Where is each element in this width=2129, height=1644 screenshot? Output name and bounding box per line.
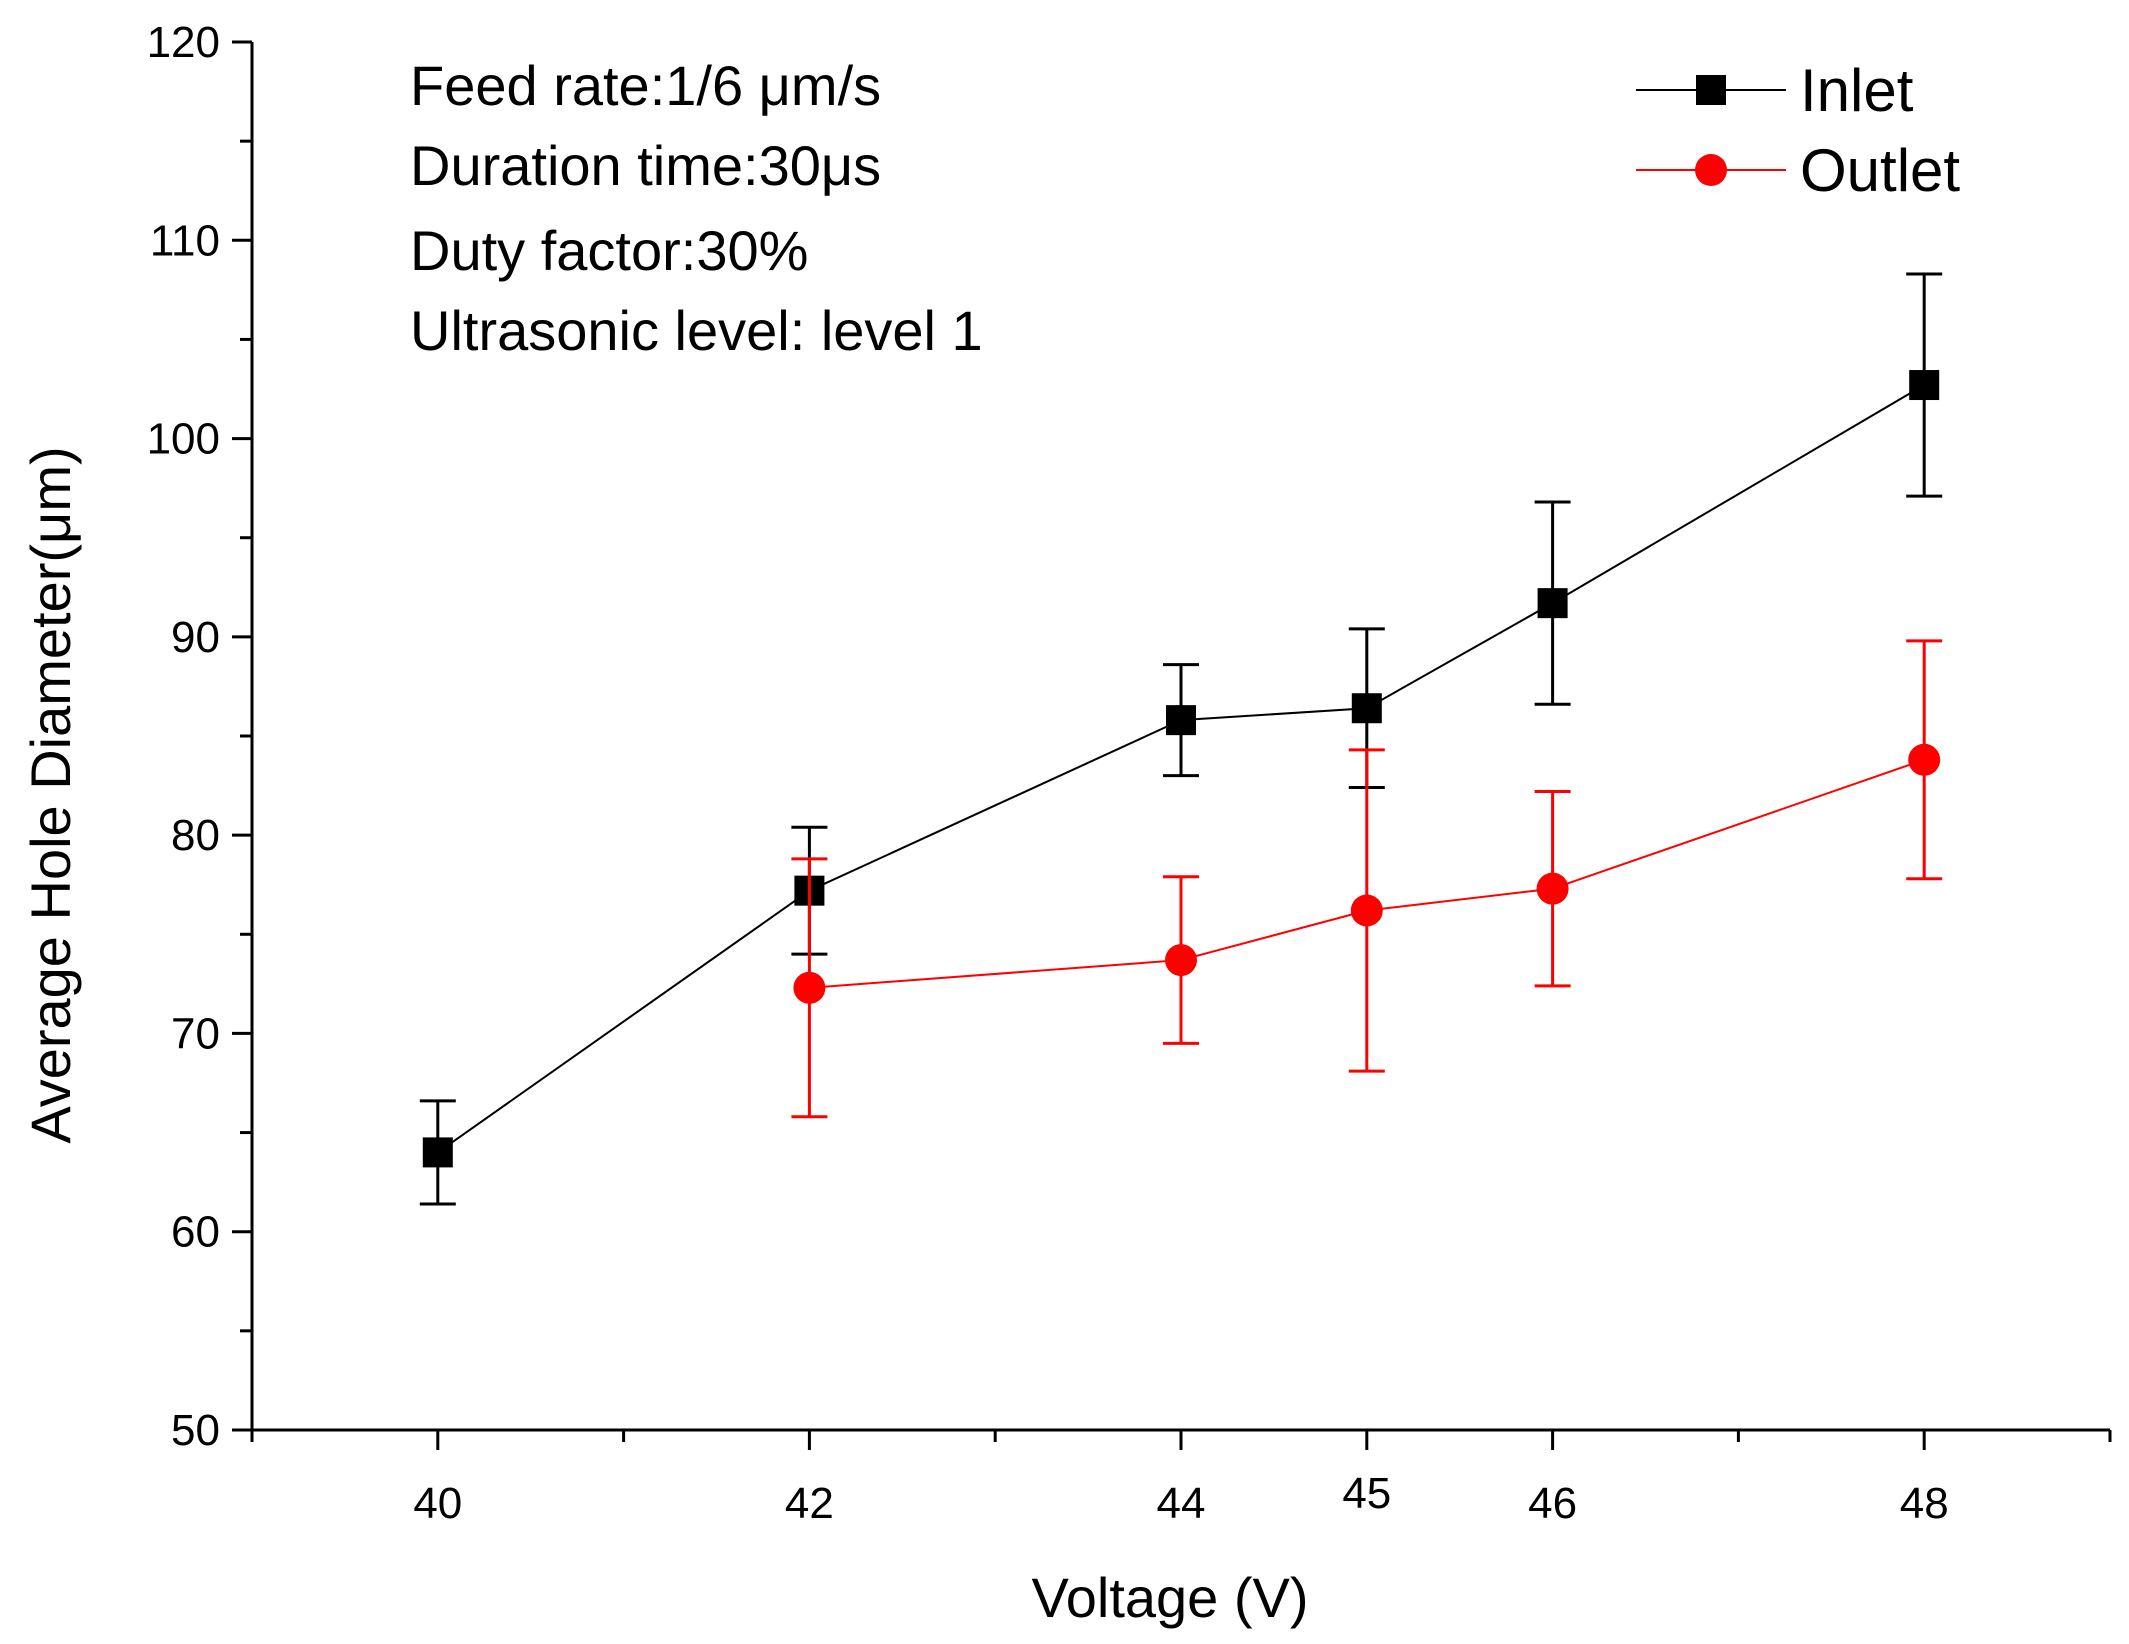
x-tick-label: 46 (1528, 1479, 1577, 1528)
y-tick-label: 120 (147, 18, 220, 67)
annotation-ultrasonic-level: Ultrasonic level: level 1 (410, 299, 983, 362)
series-outlet (791, 639, 1943, 1119)
legend-marker (1695, 154, 1727, 186)
y-axis-title: Average Hole Diameter(μm) (19, 446, 82, 1143)
y-tick-label: 90 (171, 613, 220, 662)
x-tick-label: 44 (1157, 1479, 1206, 1528)
y-tick-label: 110 (150, 216, 220, 265)
annotation-feed-rate: Feed rate:1/6 μm/s (410, 54, 881, 117)
x-tick-label: 45 (1342, 1469, 1391, 1518)
legend-label: Outlet (1800, 137, 1960, 204)
inlet-point (422, 1137, 453, 1168)
inlet-point (1166, 705, 1196, 736)
y-tick-label: 80 (171, 811, 220, 860)
legend-marker (1696, 75, 1726, 105)
inlet-line (437, 384, 1925, 1154)
x-axis-title: Voltage (V) (1031, 1566, 1308, 1629)
x-tick-label: 42 (785, 1479, 834, 1528)
outlet-point (1536, 872, 1569, 905)
legend-entry-inlet: Inlet (1636, 57, 1914, 124)
annotation-duty-factor: Duty factor:30% (410, 219, 808, 282)
y-tick-label: 50 (171, 1406, 220, 1455)
y-tick-label: 100 (147, 415, 220, 464)
ticks: 50 60 70 80 90 100 110 120 40 42 44 45 46 48 (147, 18, 2112, 1528)
legend-entry-outlet: Outlet (1636, 137, 1960, 204)
outlet-point (793, 971, 826, 1004)
annotation-block: Feed rate:1/6 μm/s Duration time:30μs Du… (410, 54, 983, 362)
legend: Inlet Outlet (1636, 57, 1960, 204)
y-tick-label: 70 (171, 1009, 220, 1058)
x-tick-label: 48 (1900, 1479, 1949, 1528)
inlet-point (1351, 693, 1382, 724)
annotation-duration-time: Duration time:30μs (410, 134, 881, 197)
y-tick-label: 60 (171, 1208, 220, 1257)
inlet-point (1909, 370, 1940, 401)
outlet-point (1908, 743, 1941, 776)
legend-label: Inlet (1800, 57, 1914, 124)
x-tick-label: 40 (413, 1479, 462, 1528)
outlet-point (1350, 894, 1383, 927)
series-layer (419, 272, 1943, 1206)
outlet-point (1165, 944, 1197, 977)
inlet-point (1537, 588, 1568, 619)
